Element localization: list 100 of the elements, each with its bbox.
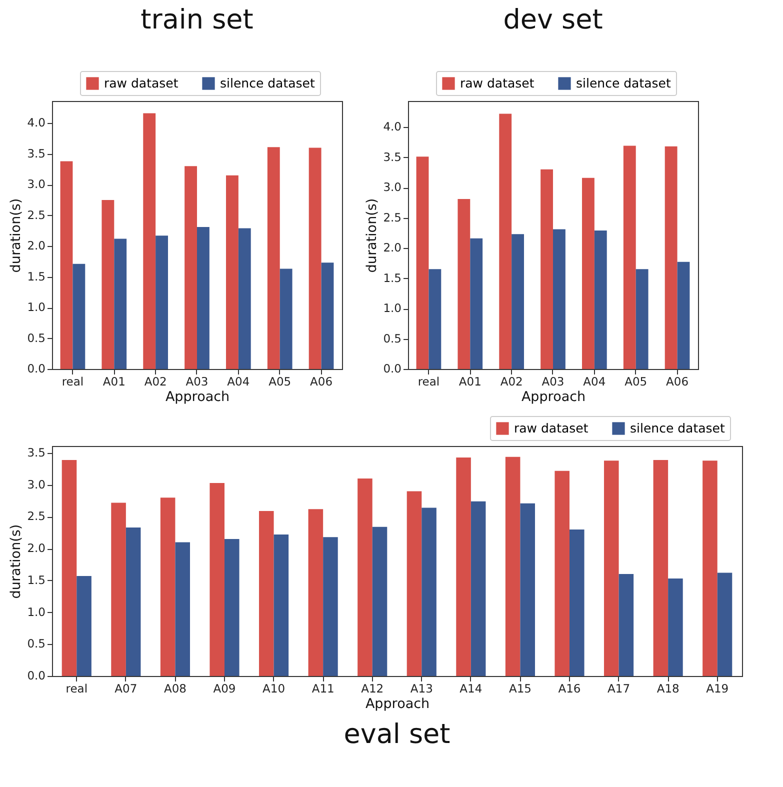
y-tick-label: 0.5 [27,330,46,345]
legend-label: raw dataset [104,76,178,90]
legend-label: raw dataset [514,420,588,436]
bar [72,264,86,369]
bar [111,502,126,676]
bar [210,482,224,676]
y-tick-label: 2.0 [383,240,402,255]
x-tick-label: A06 [310,374,333,388]
bar [143,113,156,369]
y-tick-label: 2.5 [383,210,402,224]
bar [416,156,429,369]
x-tick-label: A04 [227,374,250,388]
bar [505,456,520,676]
x-tick-label: A05 [268,374,292,388]
y-tick-label: 3.0 [27,177,46,192]
bar [458,199,470,369]
x-tick-label: A11 [312,682,334,696]
x-tick-label: A19 [706,682,729,696]
bar [422,508,436,676]
y-tick-label: 1.0 [27,300,46,314]
bar [175,542,190,676]
bar [259,510,274,676]
y-tick-label: 1.5 [383,270,402,285]
x-tick-label: A03 [186,374,208,388]
x-tick-label: A14 [460,682,482,696]
bar [156,236,168,369]
bar [184,166,197,369]
x-tick-label: A08 [164,682,186,696]
bar [668,578,683,676]
y-tick-label: 0.5 [383,331,402,346]
chart-title: train set [140,4,254,36]
bar [520,503,535,676]
bar [308,509,324,676]
bar [62,460,77,676]
legend-label: silence dataset [630,420,725,436]
bar [197,227,210,369]
y-tick-label: 4.0 [27,116,46,130]
x-tick-label: A18 [656,682,680,696]
bar [226,175,238,369]
x-tick-label: A13 [410,682,433,696]
bar [406,491,422,676]
x-tick-label: A03 [542,374,564,388]
bar [570,529,584,676]
x-tick-label: A01 [458,374,482,388]
bar [512,234,524,369]
bar [274,534,289,676]
x-tick-label: A01 [102,374,126,388]
legend-label: raw dataset [460,76,534,90]
y-tick-label: 1.5 [27,269,46,284]
bar [582,178,594,369]
x-axis-title: Approach [165,389,230,405]
y-tick-label: 0.5 [27,636,46,651]
y-tick-label: 1.5 [27,572,46,587]
y-axis-title: duration(s) [364,198,380,273]
bar [717,572,732,676]
bar [224,539,240,676]
bar [308,148,322,369]
x-axis-title: Approach [521,389,586,405]
y-tick-label: 2.5 [27,208,46,222]
x-axis-title: Approach [365,696,430,712]
bar [702,460,718,676]
legend-label: silence dataset [220,76,315,90]
x-tick-label: A10 [262,682,286,696]
bar [267,147,280,369]
y-tick-label: 3.5 [383,150,402,164]
bar [594,230,607,369]
x-tick-label: A05 [624,374,648,388]
bar [280,268,292,369]
bar [358,478,372,676]
bar [60,161,73,369]
bar [653,460,668,676]
bar [677,262,690,369]
bar [540,169,553,369]
bar [160,498,176,676]
bar [664,146,678,369]
y-tick-label: 1.0 [27,604,46,619]
bar [470,238,483,369]
bar [114,238,127,369]
x-tick-label: A17 [608,682,630,696]
bar [456,457,471,676]
y-axis-title: duration(s) [8,524,24,599]
chart-title: dev set [503,4,603,36]
bar [102,200,114,369]
x-tick-label: A06 [666,374,689,388]
y-tick-label: 3.5 [27,446,46,460]
bar [428,269,442,369]
x-tick-label: real [62,374,84,388]
x-tick-label: A12 [361,682,384,696]
y-tick-label: 1.0 [383,301,402,316]
bar [126,528,141,676]
bar [321,262,334,369]
text: eval set [344,719,450,750]
x-tick-label: real [418,374,440,388]
x-tick-label: A04 [583,374,606,388]
bar [323,537,338,676]
bar [604,460,619,676]
y-tick-label: 3.0 [383,180,402,194]
x-tick-label: A02 [144,374,167,388]
x-tick-label: A02 [500,374,523,388]
y-axis-title: duration(s) [8,198,24,273]
